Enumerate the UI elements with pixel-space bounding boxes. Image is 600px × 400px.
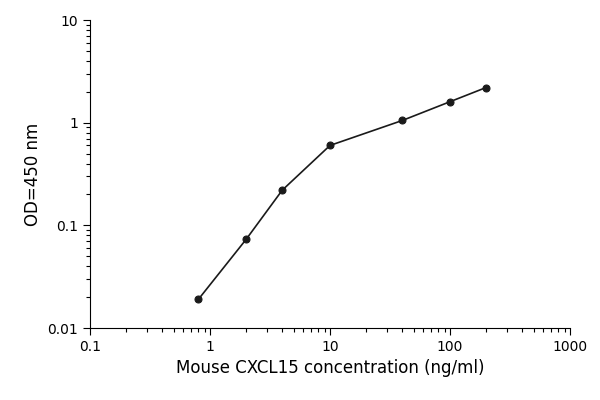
Y-axis label: OD=450 nm: OD=450 nm — [24, 122, 42, 226]
X-axis label: Mouse CXCL15 concentration (ng/ml): Mouse CXCL15 concentration (ng/ml) — [176, 359, 484, 377]
